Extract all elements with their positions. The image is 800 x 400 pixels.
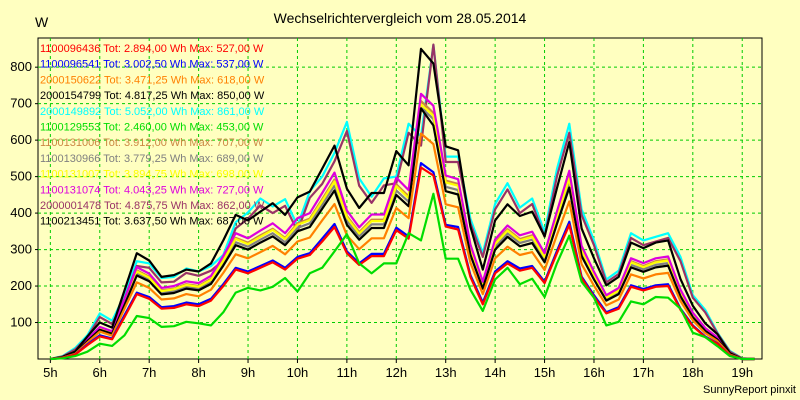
- x-axis-ticks: 5h 6h 7h 8h 9h 10h 11h 12h 13h 14h 15h 16h 17h 18h 19h: [43, 359, 753, 380]
- x-tick-label: 15h: [534, 365, 556, 380]
- legend-entry-2000150622: 2000150622 Tot: 3.471,25 Wh Max: 618,00 …: [40, 74, 265, 86]
- series-line-1100213451: [50, 107, 755, 361]
- series-line-1100096436: [50, 166, 755, 361]
- series-line-2000150622: [50, 132, 755, 361]
- y-axis-label: W: [35, 14, 49, 30]
- series-line-1100131007: [50, 103, 755, 361]
- y-tick-label: 100: [10, 315, 32, 330]
- legend-entry-2000001478: 2000001478 Tot: 4.875,75 Wh Max: 862,00 …: [40, 200, 265, 212]
- legend-entry-1100131006: 1100131006 Tot: 3.912,00 Wh Max: 707,00 …: [40, 137, 264, 149]
- credit-text: SunnyReport pinxit: [703, 384, 796, 396]
- legend: 1100096436 Tot: 2.894,00 Wh Max: 527,00 …: [40, 43, 265, 228]
- legend-entry-1100096436: 1100096436 Tot: 2.894,00 Wh Max: 527,00 …: [40, 43, 264, 55]
- legend-entry-1100131007: 1100131007 Tot: 3.894,75 Wh Max: 698,00 …: [40, 169, 264, 181]
- y-tick-label: 800: [10, 59, 32, 74]
- x-tick-label: 12h: [385, 365, 407, 380]
- series-line-2000154799: [50, 47, 755, 361]
- series-line-1100131074: [50, 92, 755, 361]
- legend-entry-2000149892: 2000149892 Tot: 5.052,00 Wh Max: 861,00 …: [40, 106, 265, 118]
- x-tick-label: 13h: [435, 365, 457, 380]
- x-tick-label: 19h: [731, 365, 753, 380]
- x-tick-label: 10h: [287, 365, 309, 380]
- y-tick-label: 200: [10, 278, 32, 293]
- x-tick-label: 9h: [241, 365, 255, 380]
- x-tick-label: 14h: [484, 365, 506, 380]
- x-tick-label: 11h: [337, 365, 358, 380]
- x-tick-label: 16h: [583, 365, 605, 380]
- legend-entry-2000154799: 2000154799 Tot: 4.817,25 Wh Max: 850,00 …: [40, 90, 265, 102]
- legend-entry-1100213451: 1100213451 Tot: 3.637,50 Wh Max: 687,00 …: [40, 216, 264, 228]
- x-tick-label: 8h: [191, 365, 205, 380]
- y-tick-label: 600: [10, 132, 32, 147]
- legend-entry-1100130966: 1100130966 Tot: 3.779,25 Wh Max: 689,00 …: [40, 153, 264, 165]
- x-tick-label: 6h: [93, 365, 107, 380]
- series-line-1100129553: [50, 192, 755, 361]
- x-tick-label: 17h: [633, 365, 655, 380]
- y-tick-label: 500: [10, 169, 32, 184]
- x-tick-label: 5h: [43, 365, 57, 380]
- y-tick-label: 400: [10, 205, 32, 220]
- chart-title: Wechselrichtervergleich vom 28.05.2014: [274, 10, 527, 26]
- x-tick-label: 18h: [682, 365, 704, 380]
- series-lines: [50, 43, 755, 361]
- series-line-2000149892: [50, 43, 755, 361]
- series-line-1100130966: [50, 106, 755, 361]
- series-line-1100096541: [50, 162, 755, 361]
- legend-entry-1100096541: 1100096541 Tot: 3.002,50 Wh Max: 537,00 …: [40, 59, 264, 71]
- x-tick-label: 7h: [142, 365, 156, 380]
- y-tick-label: 300: [10, 242, 32, 257]
- y-axis-ticks: 100 200 300 400 500 600 700 800: [10, 59, 38, 330]
- legend-entry-1100129553: 1100129553 Tot: 2.460,00 Wh Max: 453,00 …: [40, 122, 264, 134]
- legend-entry-1100131074: 1100131074 Tot: 4.043,25 Wh Max: 727,00 …: [40, 184, 264, 196]
- y-tick-label: 700: [10, 96, 32, 111]
